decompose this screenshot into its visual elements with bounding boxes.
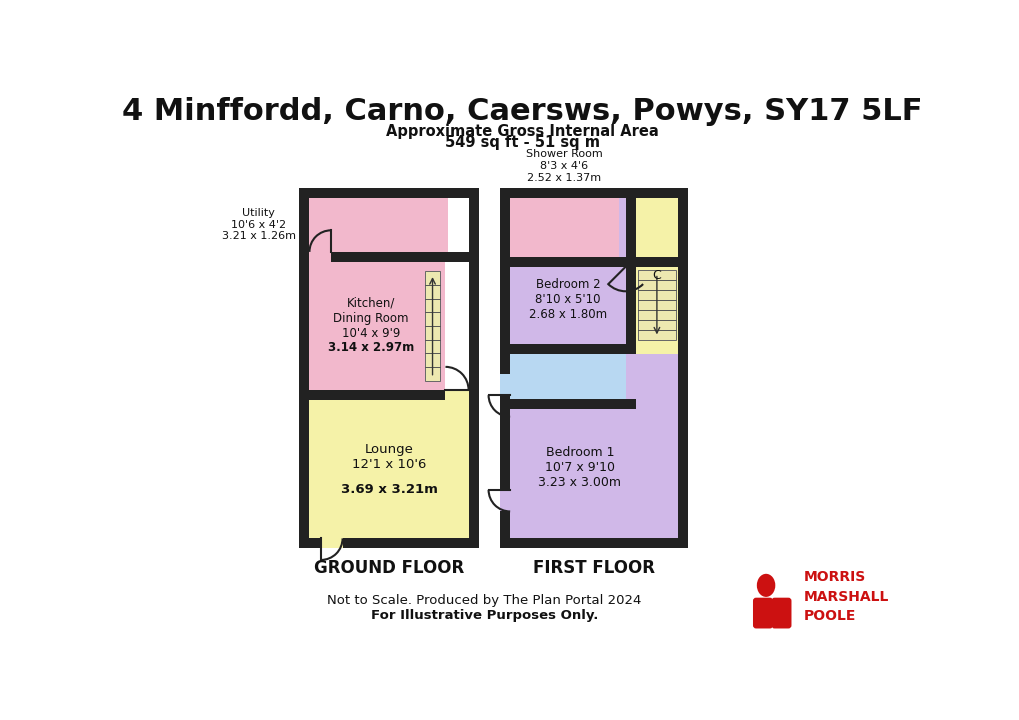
Bar xyxy=(300,187,309,549)
Text: Bedroom 2
8'10 x 5'10
2.68 x 1.80m: Bedroom 2 8'10 x 5'10 2.68 x 1.80m xyxy=(529,278,606,321)
Text: Kitchen/
Dining Room
10'4 x 9'9: Kitchen/ Dining Room 10'4 x 9'9 xyxy=(333,297,409,340)
Bar xyxy=(309,262,444,390)
Text: Shower Room
8'3 x 4'6
2.52 x 1.37m: Shower Room 8'3 x 4'6 2.52 x 1.37m xyxy=(526,149,602,183)
Text: Bedroom 1
10'7 x 9'10
3.23 x 3.00m: Bedroom 1 10'7 x 9'10 3.23 x 3.00m xyxy=(538,446,621,489)
Bar xyxy=(425,271,440,381)
Text: C: C xyxy=(652,269,660,282)
Bar xyxy=(425,271,440,381)
Text: 3.14 x 2.97m: 3.14 x 2.97m xyxy=(327,341,414,354)
Bar xyxy=(499,187,688,197)
Bar xyxy=(499,539,688,549)
Bar xyxy=(510,197,619,256)
Ellipse shape xyxy=(756,574,774,597)
Bar xyxy=(499,399,635,409)
FancyBboxPatch shape xyxy=(770,598,791,629)
Bar xyxy=(499,374,510,395)
Bar xyxy=(619,197,625,256)
Bar xyxy=(635,197,678,354)
Bar xyxy=(625,399,635,409)
Bar xyxy=(638,271,676,341)
Text: 4 Minffordd, Carno, Caersws, Powys, SY17 5LF: 4 Minffordd, Carno, Caersws, Powys, SY17… xyxy=(122,97,922,126)
Bar xyxy=(445,390,468,400)
Bar xyxy=(309,252,331,262)
Text: Not to Scale. Produced by The Plan Portal 2024: Not to Scale. Produced by The Plan Porta… xyxy=(327,594,641,607)
Bar xyxy=(300,187,478,197)
FancyBboxPatch shape xyxy=(752,598,772,629)
Bar xyxy=(499,490,510,511)
Text: Utility
10'6 x 4'2
3.21 x 1.26m: Utility 10'6 x 4'2 3.21 x 1.26m xyxy=(221,208,296,241)
Bar xyxy=(625,197,635,354)
Bar xyxy=(638,271,676,341)
Text: GROUND FLOOR: GROUND FLOOR xyxy=(314,559,464,577)
Text: MORRIS
MARSHALL
POOLE: MORRIS MARSHALL POOLE xyxy=(803,570,889,624)
Text: Lounge
12'1 x 10'6: Lounge 12'1 x 10'6 xyxy=(352,443,426,471)
Bar xyxy=(635,197,678,344)
Text: For Illustrative Purposes Only.: For Illustrative Purposes Only. xyxy=(370,609,597,622)
Text: Approximate Gross Internal Area: Approximate Gross Internal Area xyxy=(386,125,658,140)
Bar xyxy=(309,400,468,539)
Bar xyxy=(300,252,478,262)
Bar xyxy=(300,539,478,549)
Bar xyxy=(510,197,678,539)
Bar xyxy=(499,187,510,549)
Bar xyxy=(300,390,478,400)
Bar xyxy=(678,187,688,549)
Bar xyxy=(510,354,625,399)
Bar xyxy=(309,197,447,252)
Bar xyxy=(499,256,688,266)
Text: FIRST FLOOR: FIRST FLOOR xyxy=(533,559,654,577)
Text: 549 sq ft - 51 sq m: 549 sq ft - 51 sq m xyxy=(445,135,599,150)
Bar xyxy=(321,539,342,549)
Text: 3.69 x 3.21m: 3.69 x 3.21m xyxy=(340,482,437,495)
Bar xyxy=(468,187,478,549)
Bar xyxy=(499,344,635,354)
